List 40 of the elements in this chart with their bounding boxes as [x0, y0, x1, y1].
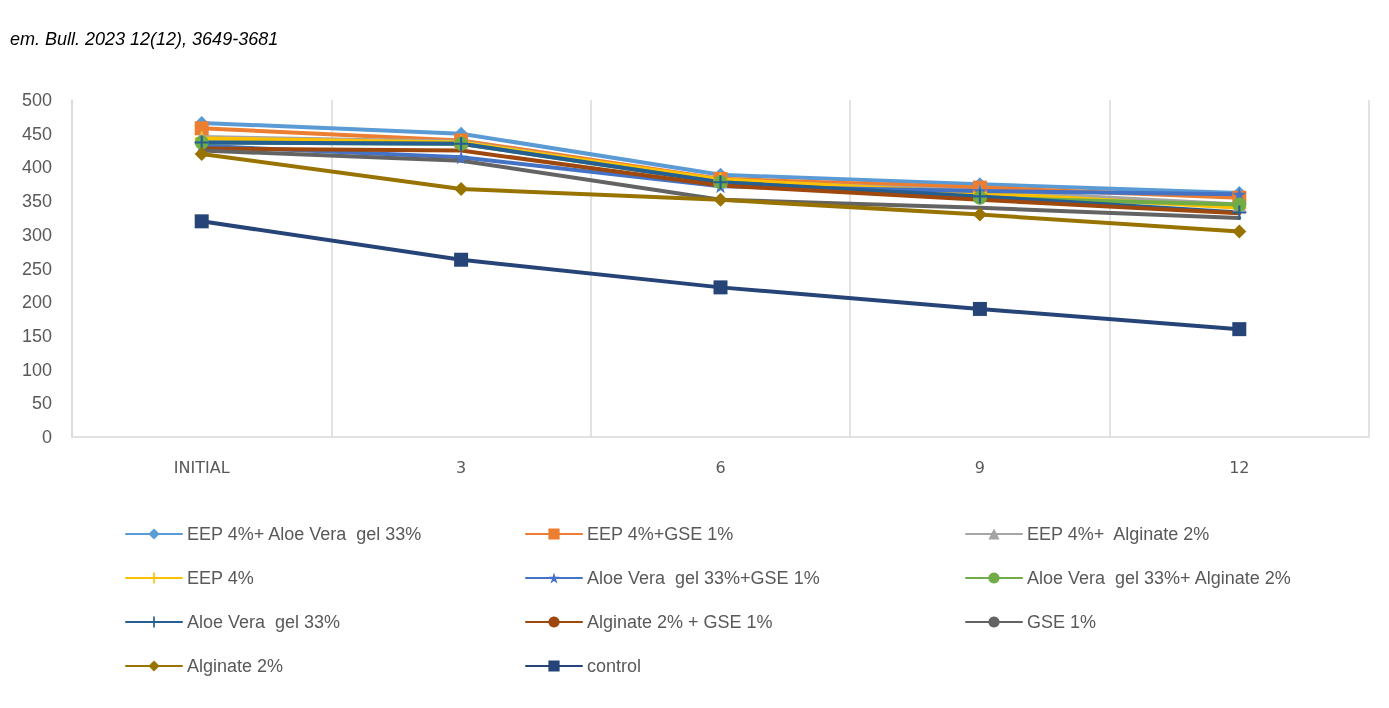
point [454, 150, 469, 165]
legend-label: EEP 4% [187, 568, 254, 588]
y-tick-label: 450 [21, 123, 52, 144]
y-tick-label: 50 [31, 393, 52, 414]
point [194, 146, 209, 161]
point [194, 121, 209, 136]
y-tick-label: 250 [21, 258, 52, 279]
point [713, 192, 728, 207]
x-tick-label: INITIAL [173, 457, 230, 477]
legend-label: GSE 1% [1027, 612, 1097, 632]
point [454, 252, 469, 267]
y-tick-label: 0 [41, 427, 52, 447]
text: em. Bull. 2023 12(12), 3649-3681 [10, 29, 279, 49]
legend-label: Alginate 2% + GSE 1% [587, 612, 773, 632]
legend-label: EEP 4%+ Aloe Vera gel 33% [187, 524, 422, 544]
point [194, 214, 209, 229]
legend-label: Aloe Vera gel 33%+ Alginate 2% [1027, 568, 1291, 588]
y-tick-label: 500 [21, 90, 52, 110]
point [454, 181, 469, 196]
y-tick-label: 200 [21, 292, 52, 313]
x-tick-label: 6 [715, 457, 726, 477]
point [1232, 322, 1247, 337]
y-tick-label: 300 [21, 224, 52, 245]
point [972, 207, 987, 222]
y-tick-label: 350 [21, 191, 52, 212]
x-tick-label: 9 [974, 457, 985, 477]
x-tick-label: 3 [456, 457, 467, 477]
legend-label: EEP 4%+ Alginate 2% [1027, 524, 1210, 544]
legend-label: Aloe Vera gel 33%+GSE 1% [587, 568, 820, 588]
y-tick-label: 400 [21, 157, 52, 178]
legend-label: Alginate 2% [187, 656, 284, 676]
y-tick-label: 150 [21, 325, 52, 346]
legend-label: Aloe Vera gel 33% [187, 612, 341, 632]
point [1232, 224, 1247, 239]
legend-label: EEP 4%+GSE 1% [587, 524, 734, 544]
y-tick-label: 100 [21, 359, 52, 380]
x-tick-label: 12 [1229, 457, 1250, 477]
point [713, 280, 728, 295]
legend-label: control [587, 656, 642, 676]
point [972, 301, 987, 316]
